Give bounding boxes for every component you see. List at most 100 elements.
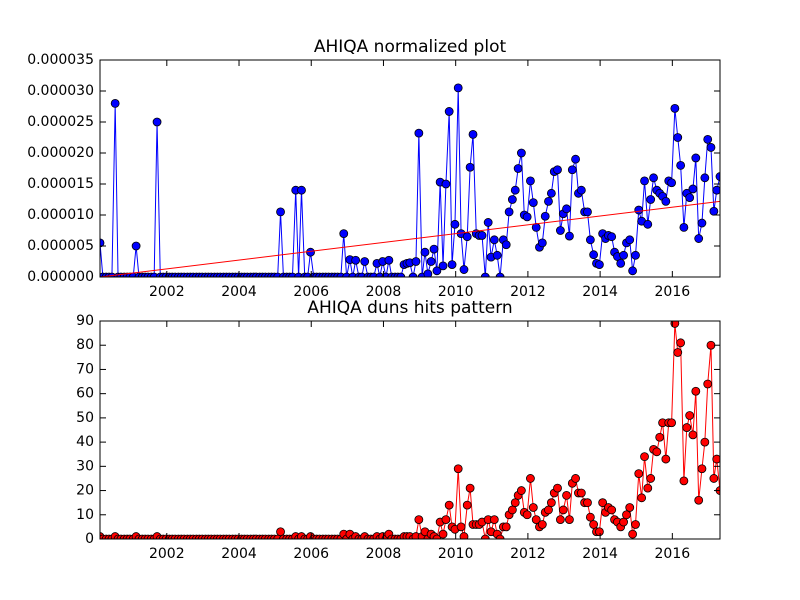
marker <box>495 272 505 277</box>
marker <box>432 266 442 276</box>
marker <box>444 107 454 116</box>
marker <box>306 247 315 257</box>
marker <box>555 515 565 525</box>
marker <box>546 188 556 198</box>
marker <box>537 520 547 529</box>
y-tick-label: 0.000015 <box>27 176 94 192</box>
marker <box>495 534 505 539</box>
marker <box>276 527 285 537</box>
marker <box>544 505 553 515</box>
marker <box>544 196 553 206</box>
marker <box>715 172 720 181</box>
x-tick-label: 2006 <box>293 546 329 562</box>
x-tick-label: 2008 <box>366 546 402 562</box>
y-tick-label: 0.000020 <box>27 145 94 161</box>
x-tick-label: 2012 <box>510 546 546 562</box>
marker <box>522 212 532 222</box>
x-tick-label: 2002 <box>149 546 185 562</box>
marker <box>691 386 701 396</box>
x-tick-label: 2014 <box>582 284 618 300</box>
marker <box>649 173 658 183</box>
marker <box>661 196 671 206</box>
marker <box>462 500 472 510</box>
marker <box>553 483 562 493</box>
marker <box>673 133 683 142</box>
marker <box>685 411 695 420</box>
marker <box>670 321 680 328</box>
marker <box>528 503 538 512</box>
marker <box>510 185 520 195</box>
marker <box>555 226 565 235</box>
y-tick-label: 0.000000 <box>27 269 94 285</box>
marker <box>652 447 662 457</box>
marker <box>360 257 370 266</box>
marker <box>667 178 677 188</box>
marker <box>637 493 647 503</box>
marker <box>685 193 695 203</box>
x-tick-label: 2004 <box>221 546 257 562</box>
marker <box>459 532 469 539</box>
marker <box>426 257 436 266</box>
marker <box>589 520 599 529</box>
y-tick-label: 70 <box>76 361 94 377</box>
marker <box>489 515 499 525</box>
marker <box>339 229 349 239</box>
marker <box>646 474 656 483</box>
marker <box>423 269 433 277</box>
plot-area <box>100 83 720 277</box>
marker <box>640 452 649 462</box>
y-tick-label: 30 <box>76 458 94 474</box>
marker <box>477 231 487 240</box>
marker <box>480 272 490 277</box>
marker <box>441 179 451 189</box>
marker <box>468 129 478 139</box>
series-line <box>100 200 720 277</box>
marker <box>507 505 517 515</box>
x-tick-label: 2014 <box>582 546 618 562</box>
y-tick-label: 10 <box>76 507 94 523</box>
marker <box>396 272 406 277</box>
x-tick-label: 2016 <box>655 546 691 562</box>
marker <box>667 418 677 428</box>
marker <box>526 474 535 483</box>
marker <box>501 522 511 532</box>
marker <box>453 464 463 474</box>
y-tick-label: 20 <box>76 483 94 499</box>
marker <box>562 490 571 500</box>
marker <box>465 483 475 493</box>
marker <box>619 517 628 527</box>
marker <box>450 219 460 229</box>
marker <box>411 257 421 266</box>
marker <box>655 432 665 442</box>
marker <box>700 173 710 183</box>
y-tick-label: 0.000030 <box>27 83 94 99</box>
y-tick-label: 50 <box>76 410 94 426</box>
marker <box>709 474 719 483</box>
marker <box>297 185 306 195</box>
marker <box>589 250 599 260</box>
marker <box>688 430 698 440</box>
marker <box>516 148 526 158</box>
marker <box>522 510 532 520</box>
chart-title: AHIQA duns hits pattern <box>307 298 512 318</box>
marker <box>583 498 592 508</box>
marker <box>462 232 472 242</box>
y-tick-label: 40 <box>76 434 94 450</box>
plot-area <box>100 321 720 539</box>
marker <box>616 258 626 268</box>
marker <box>598 498 608 508</box>
marker <box>414 515 424 525</box>
y-tick-label: 60 <box>76 386 94 402</box>
marker <box>276 207 285 217</box>
marker <box>679 222 689 232</box>
marker <box>507 195 517 204</box>
marker <box>712 454 720 464</box>
marker <box>553 165 562 175</box>
marker <box>673 348 683 357</box>
marker <box>700 437 710 447</box>
marker <box>558 505 568 515</box>
marker <box>676 160 686 170</box>
marker <box>691 153 701 163</box>
